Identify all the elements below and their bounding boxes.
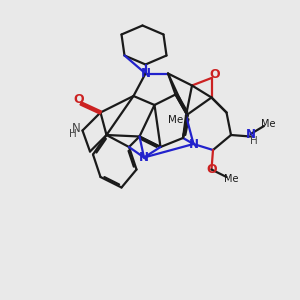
Text: N: N xyxy=(245,128,256,141)
Text: O: O xyxy=(206,163,217,176)
Text: Me: Me xyxy=(168,115,183,125)
Text: O: O xyxy=(210,68,220,81)
Text: Me: Me xyxy=(224,174,238,184)
Text: Me: Me xyxy=(261,119,276,129)
Text: O: O xyxy=(74,93,84,106)
Text: N: N xyxy=(188,137,199,151)
Text: H: H xyxy=(250,136,258,146)
Text: N: N xyxy=(139,151,149,164)
Text: N: N xyxy=(140,67,151,80)
Text: N: N xyxy=(71,122,80,136)
Text: H: H xyxy=(69,129,77,140)
